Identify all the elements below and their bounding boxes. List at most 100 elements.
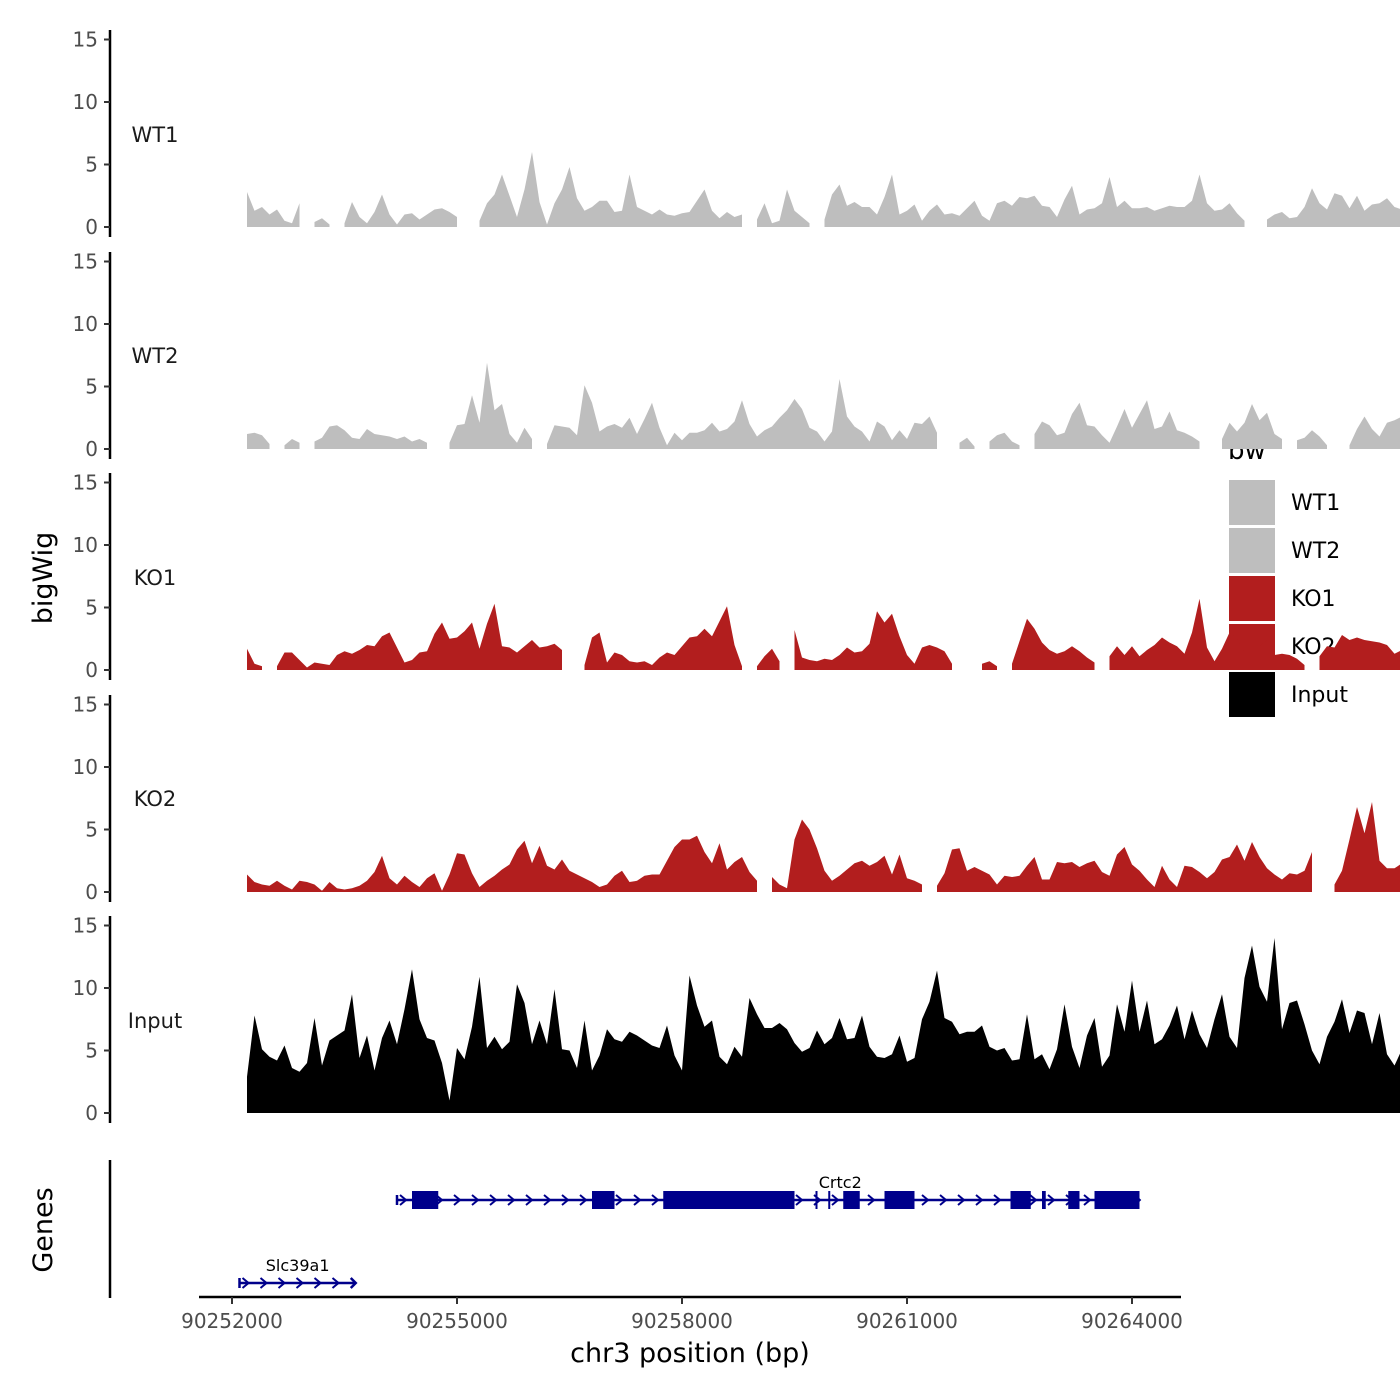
signal-area-wt2 [959, 437, 975, 449]
strand-arrow-crtc2 [993, 1194, 1002, 1206]
y-tick-label-wt2: 15 [73, 250, 98, 274]
exon-crtc2 [1042, 1191, 1046, 1209]
plot-marks: 0 5 10 15 0 5 10 15 0 5 10 15 0 5 10 15 0 5 10 15 90252000 90… [73, 28, 1400, 1333]
y-tick-label-ko2: 15 [73, 693, 98, 717]
signal-area-ko1 [247, 648, 262, 670]
signal-area-wt1 [314, 218, 330, 227]
strand-arrow-crtc2 [615, 1194, 624, 1206]
signal-area-wt1 [344, 194, 457, 227]
exon-crtc2 [592, 1191, 615, 1209]
strand-arrow-crtc2 [525, 1194, 534, 1206]
signal-area-input [247, 938, 1400, 1113]
gene-label-slc39a1: Slc39a1 [266, 1256, 330, 1275]
strand-arrow-crtc2 [921, 1194, 930, 1206]
signal-area-ko1 [584, 606, 742, 670]
strand-arrow-crtc2 [939, 1194, 948, 1206]
strand-arrow-crtc2 [507, 1194, 516, 1206]
y-tick-label-input: 15 [73, 914, 98, 938]
track-label-ko1: KO1 [134, 566, 177, 590]
strand-arrow-crtc2 [1083, 1194, 1092, 1206]
y-tick-label-ko2: 10 [73, 755, 98, 779]
strand-arrow-crtc2 [543, 1194, 552, 1206]
track-label-wt2: WT2 [132, 344, 179, 368]
strand-arrow-crtc2 [579, 1194, 588, 1206]
y-tick-label-wt1: 10 [73, 90, 98, 114]
legend-key-input [1229, 672, 1275, 717]
strand-arrow-slc39a1 [313, 1277, 323, 1289]
y-tick-label-ko2: 0 [85, 880, 98, 904]
signal-area-wt2 [1034, 400, 1200, 449]
y-tick-label-input: 10 [73, 976, 98, 1000]
y-axis-title: bigWig [28, 532, 59, 625]
exon-crtc2 [828, 1191, 831, 1209]
strand-arrow-slc39a1 [277, 1277, 287, 1289]
track-label-wt1: WT1 [132, 123, 179, 147]
x-tick-label: 90261000 [856, 1309, 958, 1333]
legend-label-ko1: KO1 [1291, 587, 1336, 612]
gene-end-slc39a1 [349, 1277, 358, 1289]
signal-area-ko1 [982, 661, 997, 670]
signal-area-ko2 [247, 835, 757, 892]
strand-arrow-slc39a1 [241, 1277, 251, 1289]
strand-arrow-slc39a1 [259, 1277, 269, 1289]
signal-area-ko2 [937, 842, 1312, 892]
signal-area-wt2 [449, 362, 532, 449]
strand-arrow-crtc2 [1047, 1194, 1056, 1206]
y-tick-label-ko1: 5 [85, 596, 98, 620]
legend-key-ko1 [1229, 576, 1275, 621]
y-tick-label-ko2: 5 [85, 818, 98, 842]
exon-crtc2 [1094, 1191, 1140, 1209]
signal-area-ko1 [794, 611, 952, 670]
signal-area-wt1 [824, 174, 1245, 227]
x-tick-label: 90252000 [181, 1309, 283, 1333]
y-tick-label-wt1: 0 [85, 215, 98, 239]
track-label-ko2: KO2 [134, 787, 177, 811]
x-tick-label: 90258000 [631, 1309, 733, 1333]
exon-crtc2 [815, 1191, 818, 1209]
x-axis-title: chr3 position (bp) [570, 1338, 810, 1369]
gene-label-crtc2: Crtc2 [819, 1173, 862, 1192]
y-tick-label-wt1: 15 [73, 28, 98, 52]
signal-area-wt1 [1267, 188, 1400, 227]
legend-label-input: Input [1291, 683, 1348, 708]
legend-key-wt2 [1229, 528, 1275, 573]
genes-axis-title: Genes [28, 1187, 59, 1272]
strand-arrow-crtc2 [489, 1194, 498, 1206]
signal-area-wt2 [284, 439, 300, 449]
strand-arrow-crtc2 [957, 1194, 966, 1206]
y-tick-label-wt2: 10 [73, 312, 98, 336]
signal-area-wt1 [479, 152, 742, 227]
signal-area-wt2 [1297, 430, 1327, 449]
strand-arrow-slc39a1 [331, 1277, 341, 1289]
strand-arrow-crtc2 [399, 1194, 408, 1206]
strand-arrow-crtc2 [561, 1194, 570, 1206]
exon-crtc2 [1010, 1191, 1031, 1209]
y-tick-label-wt2: 5 [85, 375, 98, 399]
signal-area-wt2 [1222, 404, 1282, 449]
signal-area-wt2 [547, 379, 937, 449]
x-tick-label: 90255000 [406, 1309, 508, 1333]
y-tick-label-input: 0 [85, 1101, 98, 1125]
signal-area-wt2 [314, 425, 427, 449]
strand-arrow-crtc2 [453, 1194, 462, 1206]
signal-area-wt2 [989, 432, 1020, 449]
legend-label-wt1: WT1 [1291, 491, 1340, 516]
signal-area-ko2 [772, 819, 922, 892]
strand-arrow-crtc2 [867, 1194, 876, 1206]
y-tick-label-ko1: 15 [73, 471, 98, 495]
signal-area-ko1 [1109, 598, 1305, 670]
signal-area-ko2 [1334, 802, 1400, 892]
signal-area-wt2 [247, 432, 270, 449]
strand-arrow-crtc2 [795, 1194, 804, 1206]
strand-arrow-crtc2 [633, 1194, 642, 1206]
signal-area-ko1 [757, 648, 780, 670]
strand-arrow-crtc2 [471, 1194, 480, 1206]
signal-area-ko1 [277, 603, 562, 670]
y-tick-label-wt2: 0 [85, 437, 98, 461]
y-tick-label-ko1: 0 [85, 658, 98, 682]
strand-arrow-crtc2 [975, 1194, 984, 1206]
track-label-input: Input [128, 1009, 182, 1033]
exon-crtc2 [412, 1191, 439, 1209]
signal-area-wt1 [757, 189, 810, 227]
